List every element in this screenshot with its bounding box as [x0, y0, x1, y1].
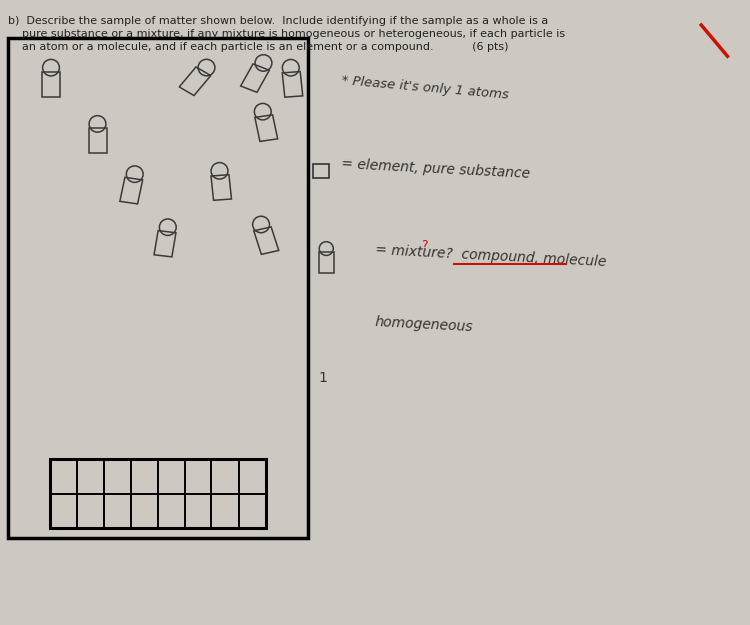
Text: = mixture?  compound, molecule: = mixture? compound, molecule: [375, 243, 607, 269]
Bar: [255, 115, 278, 141]
Bar: [50, 459, 266, 528]
Bar: [313, 164, 329, 178]
Bar: [282, 72, 303, 97]
Bar: [179, 67, 211, 96]
Bar: [154, 231, 176, 257]
Text: b)  Describe the sample of matter shown below.  Include identifying if the sampl: b) Describe the sample of matter shown b…: [8, 16, 565, 52]
Bar: [254, 227, 279, 254]
Bar: [319, 253, 334, 272]
Bar: [211, 175, 232, 200]
Text: * Please it's only 1 atoms: * Please it's only 1 atoms: [341, 74, 509, 101]
Bar: [120, 177, 142, 204]
Text: 1: 1: [319, 371, 328, 385]
Text: = element, pure substance: = element, pure substance: [341, 157, 530, 181]
Bar: [88, 128, 106, 152]
Bar: [8, 38, 308, 538]
Text: ?: ?: [422, 239, 428, 252]
Text: homogeneous: homogeneous: [375, 316, 474, 334]
Bar: [42, 72, 60, 96]
Bar: [241, 64, 269, 92]
